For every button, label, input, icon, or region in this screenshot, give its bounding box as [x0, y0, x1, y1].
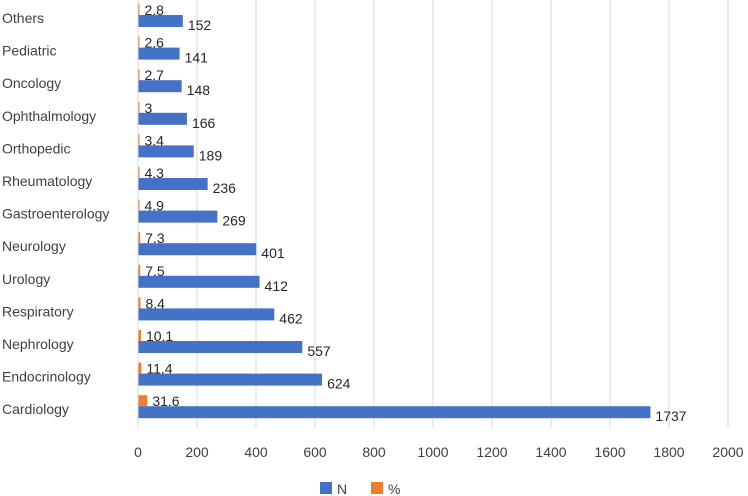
data-label-percent: 7.5	[145, 263, 165, 279]
data-label-n: 166	[192, 115, 216, 131]
category-label: Pediatric	[2, 43, 56, 59]
data-label-percent: 8.4	[145, 295, 165, 311]
data-label-n: 624	[327, 376, 351, 392]
data-labels: 2.8 152 2.6 141 2.7 148 3 166 3.4 189 4.3 236 4.9 269…	[145, 2, 687, 424]
bar-percent	[138, 69, 140, 81]
data-label-percent: 3	[145, 100, 153, 116]
category-label: Urology	[2, 271, 50, 287]
data-label-n: 148	[187, 82, 211, 98]
x-tick-label: 1400	[535, 444, 566, 460]
data-label-percent: 3.4	[145, 132, 165, 148]
x-tick-label: 400	[244, 444, 268, 460]
bar-n	[138, 80, 182, 93]
x-tick-label: 1200	[476, 444, 507, 460]
bar-percent	[138, 232, 141, 244]
x-tick-label: 1000	[417, 444, 448, 460]
data-label-n: 1737	[655, 408, 686, 424]
x-tick-label: 1600	[594, 444, 625, 460]
data-label-percent: 10.1	[146, 328, 173, 344]
data-label-n: 269	[222, 213, 246, 229]
bar-percent	[138, 297, 141, 309]
bar-n	[138, 47, 180, 60]
category-label: Orthopedic	[2, 140, 70, 156]
bar-percent	[138, 167, 140, 178]
category-label: Neurology	[2, 238, 66, 254]
bar-percent	[138, 199, 140, 211]
category-label: Respiratory	[2, 303, 74, 319]
data-label-n: 462	[279, 310, 303, 326]
bar-n	[138, 112, 187, 125]
data-label-percent: 2.8	[145, 2, 165, 18]
data-label-n: 412	[265, 278, 289, 294]
bar-percent	[138, 395, 148, 407]
legend: N %	[320, 481, 400, 496]
category-label: Endocrinology	[2, 369, 91, 385]
bar-n	[138, 341, 303, 353]
data-label-percent: 2.7	[145, 67, 165, 83]
category-label: Others	[2, 10, 44, 26]
bar-percent	[138, 134, 140, 146]
data-label-n: 401	[261, 245, 285, 261]
bar-n	[138, 406, 651, 419]
bar-n	[138, 308, 275, 321]
x-tick-label: 600	[303, 444, 327, 460]
data-label-n: 141	[185, 50, 209, 66]
legend-swatch-percent	[371, 482, 383, 494]
bar-percent	[138, 101, 140, 113]
x-tick-label: 1800	[653, 444, 684, 460]
data-label-n: 236	[213, 180, 237, 196]
data-label-percent: 4.3	[145, 165, 165, 181]
data-label-percent: 11.4	[146, 361, 172, 377]
x-axis-tick-labels: 0 200 400 600 800 1000 1200 1400 1600 1800 2000	[134, 444, 744, 460]
bar-percent	[138, 36, 140, 48]
legend-label-percent: %	[388, 481, 400, 496]
bar-n	[138, 373, 323, 386]
category-label: Ophthalmology	[2, 108, 96, 124]
category-label: Nephrology	[2, 336, 74, 352]
data-label-n: 152	[188, 17, 212, 33]
bar-percent	[138, 362, 142, 374]
data-label-percent: 2.6	[145, 35, 165, 51]
bar-percent	[138, 4, 140, 15]
x-tick-label: 2000	[712, 444, 743, 460]
bar-percent	[138, 330, 141, 341]
category-label: Rheumatology	[2, 173, 92, 189]
data-label-n: 189	[199, 147, 223, 163]
gridlines	[196, 0, 729, 428]
bar-n	[138, 145, 194, 158]
legend-label-n: N	[337, 481, 347, 496]
bar-n	[138, 178, 208, 190]
legend-swatch-n	[320, 482, 332, 494]
bar-percent	[138, 264, 141, 276]
bar-n	[138, 210, 218, 223]
x-tick-label: 800	[362, 444, 386, 460]
x-tick-label: 0	[134, 444, 142, 460]
data-label-percent: 7.3	[145, 230, 165, 246]
category-label: Cardiology	[2, 401, 69, 417]
bar-n	[138, 275, 260, 288]
category-labels: Others Pediatric Oncology Ophthalmology Orth…	[2, 10, 109, 417]
x-tick-label: 200	[185, 444, 209, 460]
bar-n	[138, 15, 183, 27]
category-label: Gastroenterology	[2, 206, 109, 222]
data-label-n: 557	[307, 343, 331, 359]
category-label: Oncology	[2, 75, 61, 91]
bars	[138, 4, 651, 419]
data-label-percent: 31.6	[152, 393, 179, 409]
data-label-percent: 4.9	[145, 198, 165, 214]
bar-n	[138, 243, 257, 256]
